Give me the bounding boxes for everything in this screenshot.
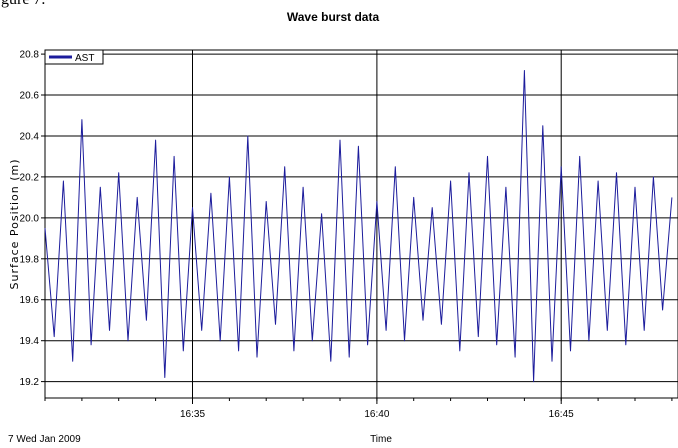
y-tick-label: 19.4 — [20, 336, 40, 347]
y-tick-label: 19.6 — [20, 295, 40, 306]
y-tick-label: 19.2 — [20, 377, 40, 388]
legend-label-ast: AST — [75, 53, 94, 64]
grid — [45, 50, 678, 398]
y-tick-label: 20.0 — [20, 213, 40, 224]
y-tick-label: 20.4 — [20, 132, 40, 143]
series-layer — [44, 70, 673, 383]
series-line-ast — [44, 70, 673, 383]
y-tick-label: 20.8 — [20, 50, 40, 61]
x-tick-label: 16:40 — [364, 409, 389, 420]
y-tick-label: 20.2 — [20, 172, 40, 183]
x-axis-label: Time — [370, 434, 392, 445]
y-tick-label: 19.8 — [20, 254, 40, 265]
legend: AST — [44, 49, 104, 65]
y-tick-label: 20.6 — [20, 91, 40, 102]
x-axis: 16:35 16:40 16:45 — [44, 398, 673, 420]
legend-box — [44, 49, 104, 65]
chart-title: Wave burst data — [287, 10, 380, 24]
x-tick-label: 16:45 — [549, 409, 574, 420]
date-label: 7 Wed Jan 2009 — [8, 434, 81, 445]
plot-area — [44, 49, 678, 399]
y-axis-label: Surface Position (m) — [8, 158, 21, 289]
y-axis: 19.2 19.4 19.6 19.8 20.0 20.2 20.4 20.6 20.8 — [20, 50, 45, 388]
x-tick-label: 16:35 — [180, 409, 205, 420]
figure-caption-fragment: gure 7. — [1, 0, 45, 9]
